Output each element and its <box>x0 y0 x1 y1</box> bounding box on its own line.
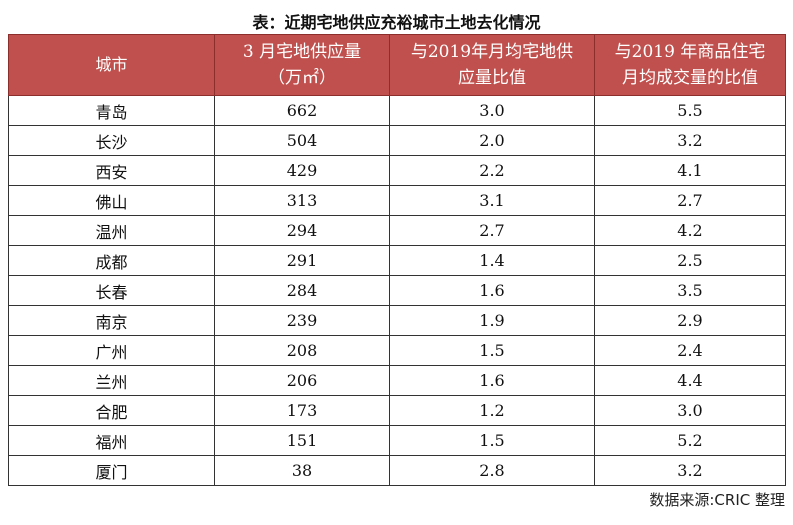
header-line: 城市 <box>95 55 128 74</box>
cell-ratio-supply: 1.5 <box>389 335 595 366</box>
cell-supply: 208 <box>214 335 390 366</box>
cell-city: 成都 <box>8 245 215 276</box>
header-ratio-sales: 与2019 年商品住宅 月均成交量的比值 <box>594 34 786 96</box>
header-row: 城市 3 月宅地供应量 （万㎡） 与2019年月均宅地供 应量比值 与2019 年商… <box>8 34 786 96</box>
table-row: 长春 284 1.6 3.5 <box>8 275 786 306</box>
cell-supply: 291 <box>214 245 390 276</box>
cell-ratio-sales: 5.2 <box>594 425 786 456</box>
table-body: 青岛 662 3.0 5.5 长沙 504 2.0 3.2 西安 429 2.2 4.1 佛山 313 3.… <box>8 95 786 486</box>
table-header: 城市 3 月宅地供应量 （万㎡） 与2019年月均宅地供 应量比值 与2019 年商… <box>8 34 786 96</box>
table-row: 南京 239 1.9 2.9 <box>8 305 786 336</box>
cell-supply: 38 <box>214 455 390 486</box>
cell-city: 厦门 <box>8 455 215 486</box>
table-row: 佛山 313 3.1 2.7 <box>8 185 786 216</box>
source-note: 数据来源:CRIC 整理 <box>649 491 785 509</box>
header-line: 应量比值 <box>458 68 526 88</box>
cell-ratio-supply: 2.0 <box>389 125 595 156</box>
cell-ratio-sales: 4.4 <box>594 365 786 396</box>
table-row: 厦门 38 2.8 3.2 <box>8 455 786 486</box>
data-table: 城市 3 月宅地供应量 （万㎡） 与2019年月均宅地供 应量比值 与2019 年商… <box>8 34 786 486</box>
cell-supply: 206 <box>214 365 390 396</box>
table-row: 成都 291 1.4 2.5 <box>8 245 786 276</box>
cell-ratio-sales: 2.5 <box>594 245 786 276</box>
cell-city: 南京 <box>8 305 215 336</box>
table-row: 温州 294 2.7 4.2 <box>8 215 786 246</box>
header-line: 3 月宅地供应量 <box>242 42 362 62</box>
cell-ratio-supply: 1.6 <box>389 275 595 306</box>
cell-ratio-supply: 2.8 <box>389 455 595 486</box>
table-row: 长沙 504 2.0 3.2 <box>8 125 786 156</box>
cell-ratio-supply: 3.0 <box>389 95 595 126</box>
cell-ratio-supply: 2.2 <box>389 155 595 186</box>
cell-ratio-sales: 2.7 <box>594 185 786 216</box>
table-row: 广州 208 1.5 2.4 <box>8 335 786 366</box>
cell-city: 温州 <box>8 215 215 246</box>
cell-ratio-sales: 3.2 <box>594 455 786 486</box>
cell-supply: 662 <box>214 95 390 126</box>
cell-supply: 504 <box>214 125 390 156</box>
table-row: 西安 429 2.2 4.1 <box>8 155 786 186</box>
cell-ratio-sales: 5.5 <box>594 95 786 126</box>
header-supply: 3 月宅地供应量 （万㎡） <box>214 34 390 96</box>
cell-city: 广州 <box>8 335 215 366</box>
cell-supply: 151 <box>214 425 390 456</box>
cell-ratio-sales: 3.2 <box>594 125 786 156</box>
cell-ratio-supply: 1.5 <box>389 425 595 456</box>
cell-city: 兰州 <box>8 365 215 396</box>
cell-ratio-supply: 2.7 <box>389 215 595 246</box>
cell-ratio-supply: 1.9 <box>389 305 595 336</box>
cell-city: 西安 <box>8 155 215 186</box>
header-ratio-supply: 与2019年月均宅地供 应量比值 <box>389 34 595 96</box>
cell-supply: 313 <box>214 185 390 216</box>
cell-supply: 284 <box>214 275 390 306</box>
header-line: 与2019年月均宅地供 <box>410 42 574 62</box>
cell-ratio-sales: 4.2 <box>594 215 786 246</box>
cell-city: 福州 <box>8 425 215 456</box>
cell-ratio-supply: 1.4 <box>389 245 595 276</box>
header-city: 城市 <box>8 34 215 96</box>
cell-city: 合肥 <box>8 395 215 426</box>
cell-ratio-sales: 3.5 <box>594 275 786 306</box>
cell-city: 青岛 <box>8 95 215 126</box>
table-title: 表：近期宅地供应充裕城市土地去化情况 <box>252 13 541 32</box>
table-row: 合肥 173 1.2 3.0 <box>8 395 786 426</box>
cell-ratio-sales: 3.0 <box>594 395 786 426</box>
cell-ratio-supply: 3.1 <box>389 185 595 216</box>
table-row: 福州 151 1.5 5.2 <box>8 425 786 456</box>
header-line: 与2019 年商品住宅 <box>614 42 766 62</box>
cell-supply: 429 <box>214 155 390 186</box>
cell-ratio-supply: 1.6 <box>389 365 595 396</box>
cell-city: 长春 <box>8 275 215 306</box>
cell-ratio-sales: 4.1 <box>594 155 786 186</box>
header-line: 月均成交量的比值 <box>622 68 758 88</box>
table-row: 兰州 206 1.6 4.4 <box>8 365 786 396</box>
table-row: 青岛 662 3.0 5.5 <box>8 95 786 126</box>
cell-ratio-sales: 2.9 <box>594 305 786 336</box>
header-line: （万㎡） <box>268 68 336 88</box>
cell-city: 佛山 <box>8 185 215 216</box>
cell-ratio-sales: 2.4 <box>594 335 786 366</box>
cell-city: 长沙 <box>8 125 215 156</box>
cell-supply: 239 <box>214 305 390 336</box>
cell-ratio-supply: 1.2 <box>389 395 595 426</box>
cell-supply: 173 <box>214 395 390 426</box>
cell-supply: 294 <box>214 215 390 246</box>
